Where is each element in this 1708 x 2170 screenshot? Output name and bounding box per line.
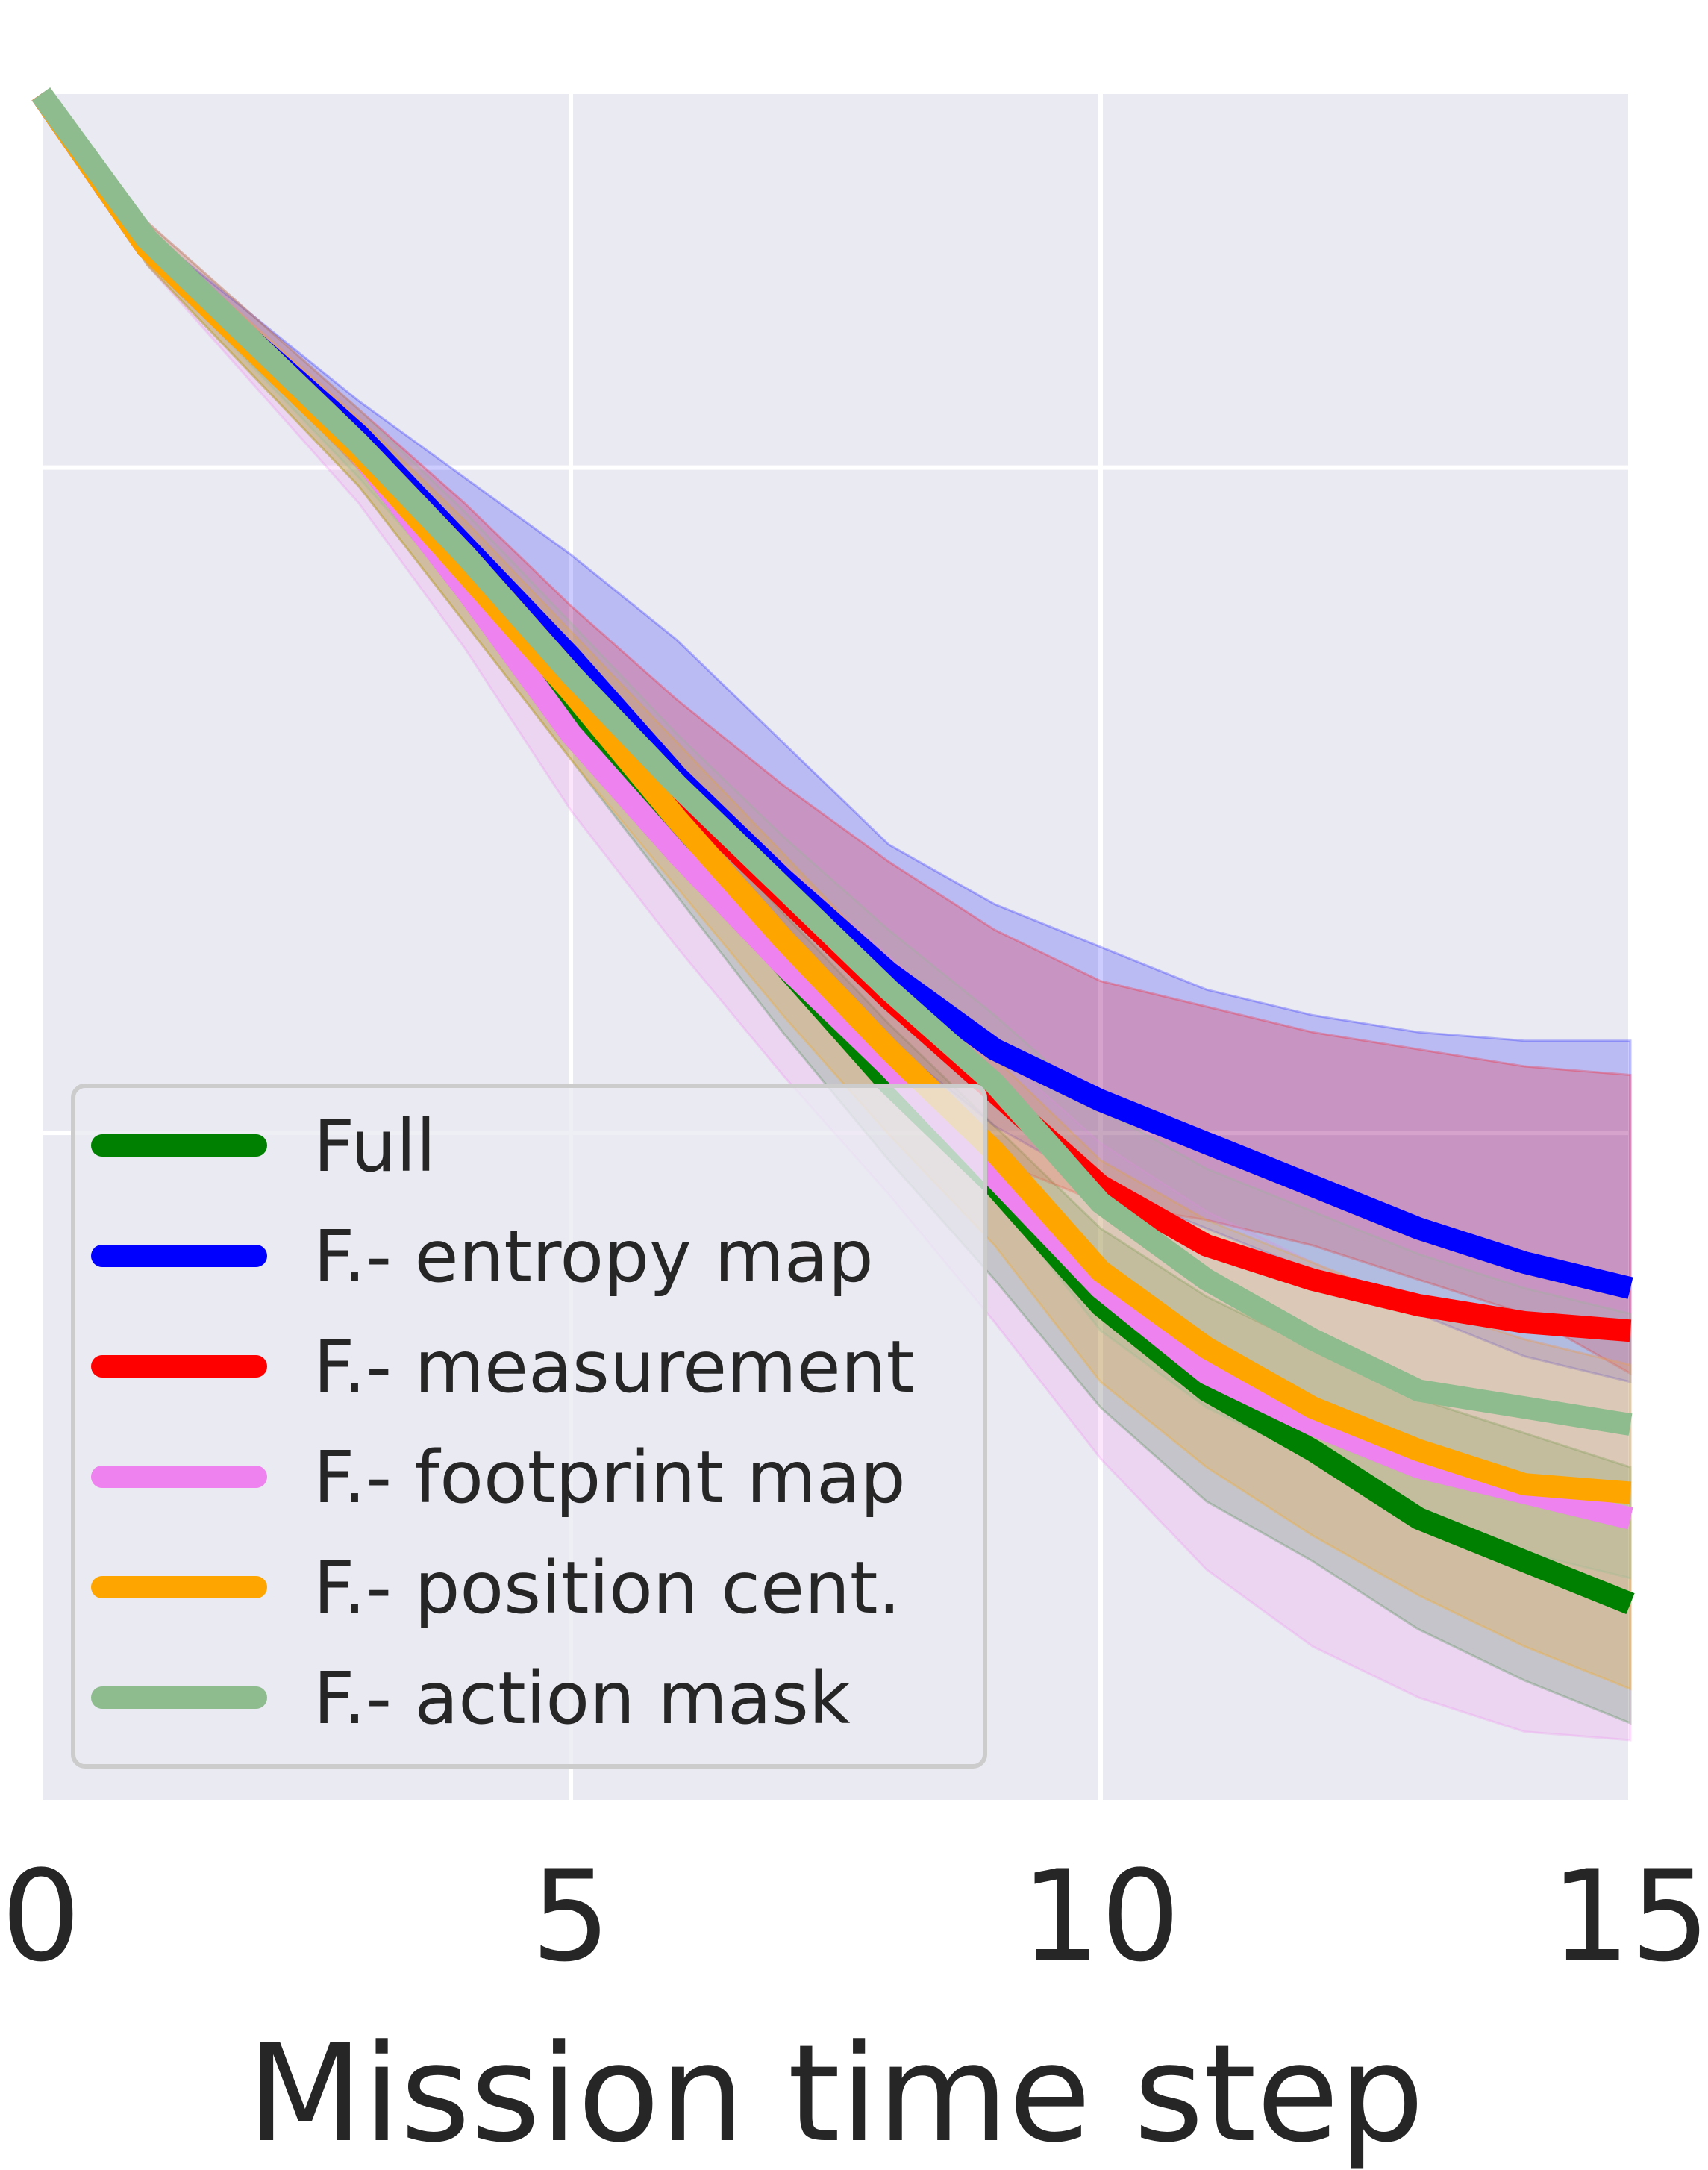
- legend-label-1: F.- entropy map: [313, 1215, 874, 1298]
- series-lines: [31, 87, 1635, 1615]
- line-series-5: [31, 87, 1633, 1436]
- legend: Full F.- entropy map F.- measurement F.- fo…: [71, 1084, 987, 1769]
- x-tick-label-1: 5: [531, 1843, 611, 1989]
- grid: [39, 94, 1633, 1800]
- legend-frame: [71, 1084, 987, 1769]
- x-ticks: 0 5 10 15: [1, 1843, 1708, 1989]
- legend-label-0: Full: [313, 1104, 436, 1188]
- legend-label-5: F.- action mask: [313, 1657, 851, 1740]
- legend-label-2: F.- measurement: [313, 1325, 914, 1409]
- x-tick-label-2: 10: [1021, 1843, 1180, 1989]
- x-axis-title: Mission time step: [247, 2016, 1424, 2170]
- legend-label-3: F.- footprint map: [313, 1436, 906, 1519]
- legend-label-4: F.- position cent.: [313, 1546, 901, 1630]
- x-tick-label-3: 15: [1551, 1843, 1708, 1989]
- x-tick-label-0: 0: [1, 1843, 81, 1989]
